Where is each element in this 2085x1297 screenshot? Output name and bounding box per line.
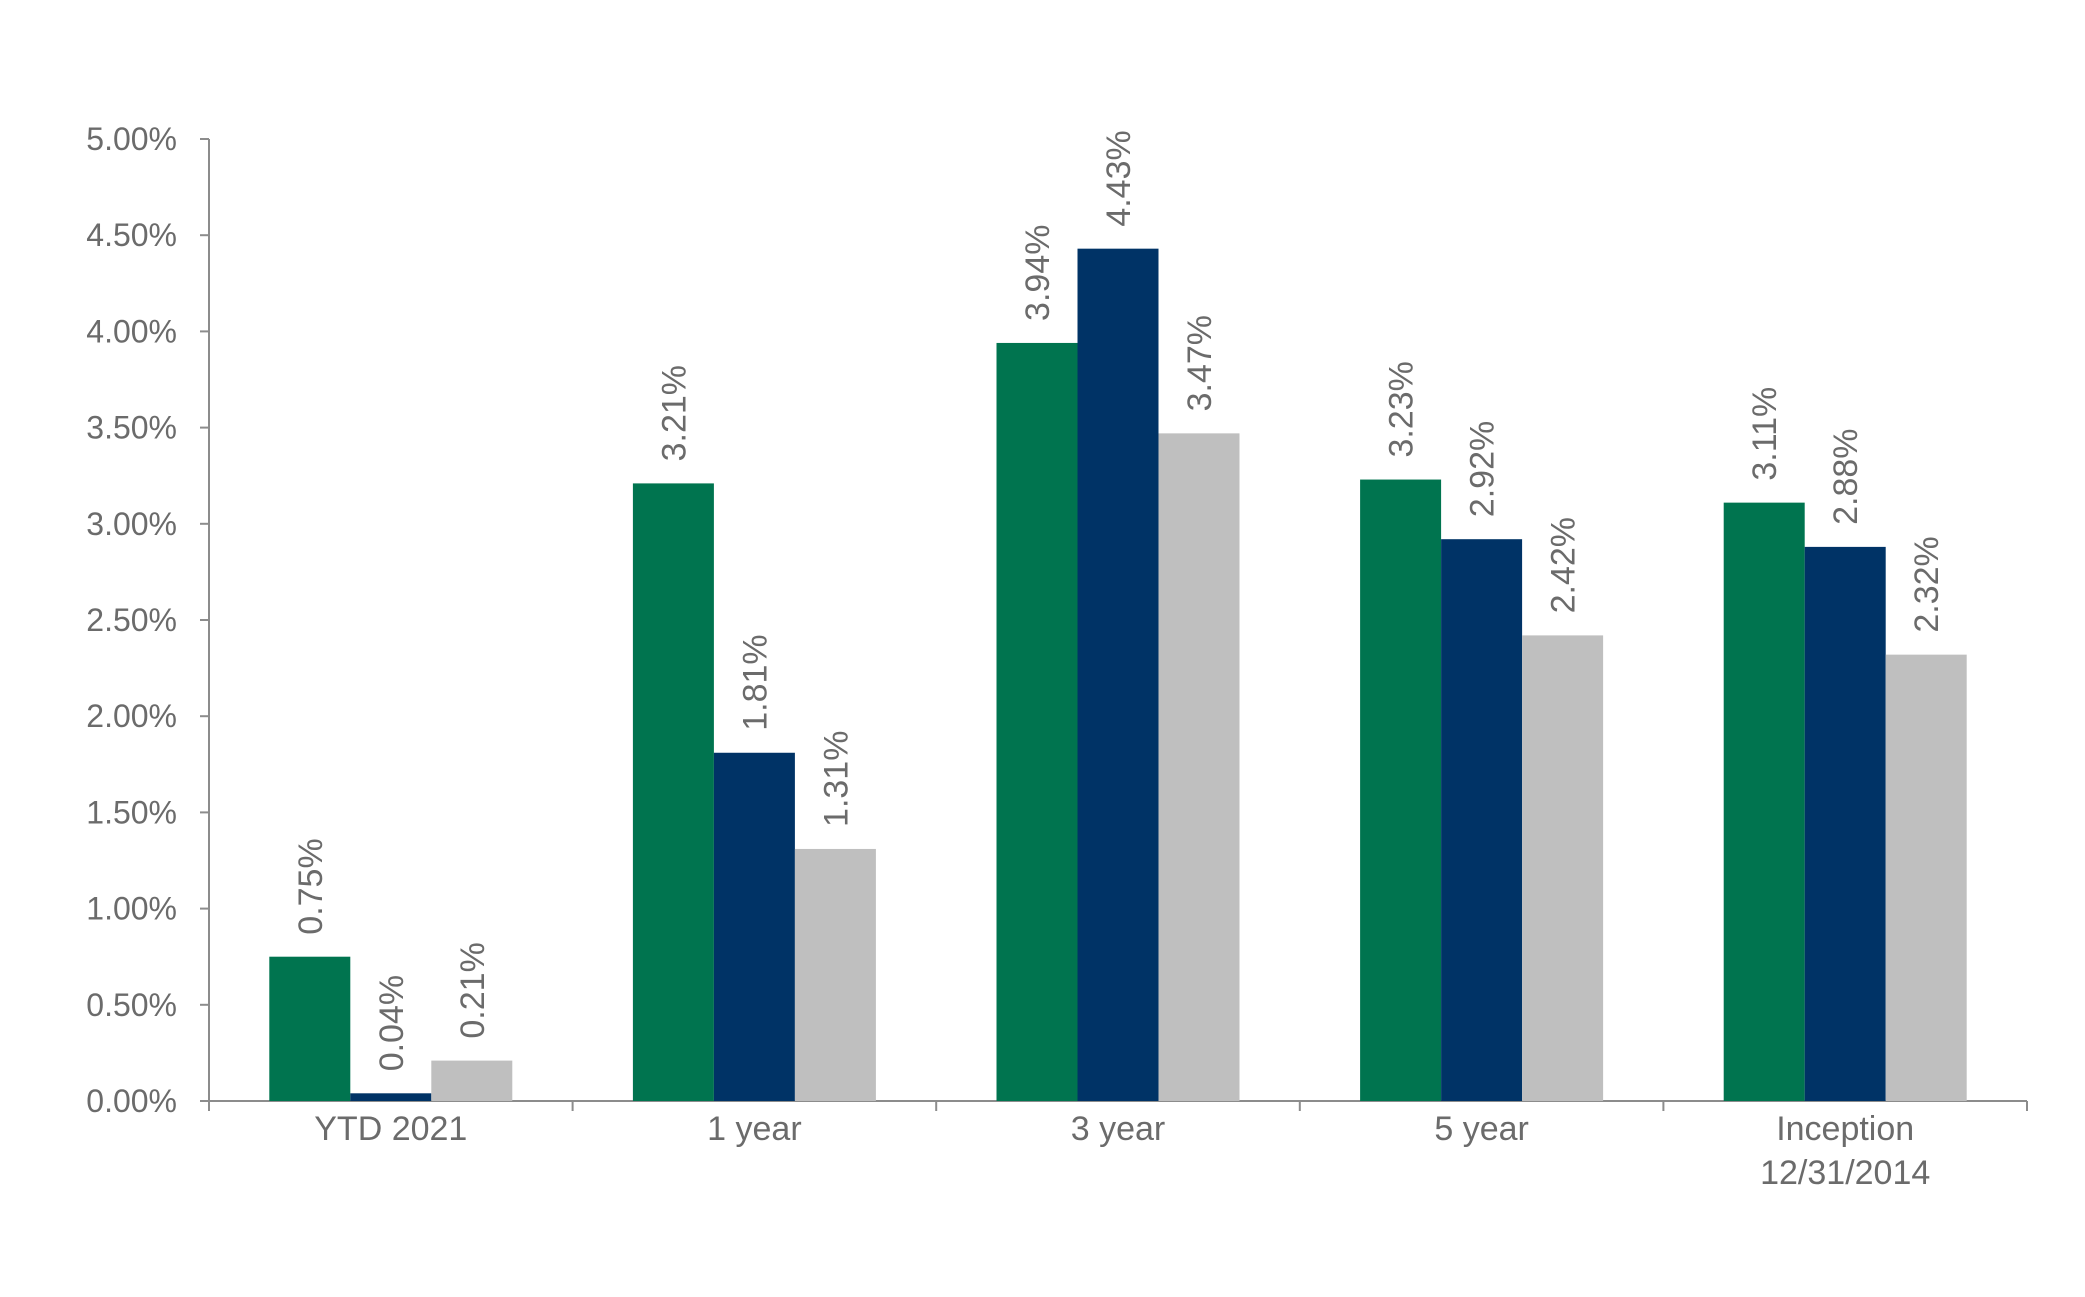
x-category-label: 12/31/2014	[1760, 1154, 1930, 1192]
y-tick-label: 4.00%	[86, 313, 177, 349]
bar-series-2	[350, 1093, 432, 1101]
bar-series-1	[1723, 502, 1805, 1101]
y-tick-label: 5.00%	[86, 121, 177, 157]
data-labels: 0.75% 3.21% 3.94% 3.23% 3.11% 0.04% 1.81% 4.43%…	[292, 130, 1946, 1071]
bar-series-1	[996, 342, 1078, 1102]
x-category-label: Inception	[1776, 1110, 1914, 1148]
x-category-label: 1 year	[707, 1110, 802, 1148]
y-tick-label: 3.50%	[86, 410, 177, 446]
y-tick-label: 1.50%	[86, 794, 177, 830]
bars	[269, 248, 1967, 1102]
y-tick-label: 2.00%	[86, 698, 177, 734]
bar-value-label: 3.21%	[655, 365, 693, 461]
bar-series-3	[794, 848, 876, 1101]
bar-series-3	[1158, 433, 1240, 1101]
y-tick-label: 4.50%	[86, 217, 177, 253]
bar-value-label: 0.75%	[292, 838, 330, 934]
x-category-label: YTD 2021	[314, 1110, 467, 1148]
bar-series-1	[269, 956, 351, 1101]
x-axis: YTD 2021 1 year 3 year 5 year Inception 12/31…	[208, 1100, 2028, 1192]
y-axis: 0.00% 0.50% 1.00% 1.50% 2.00% 2.50% 3.00% 3.50%…	[86, 121, 210, 1119]
bar-value-label: 2.88%	[1827, 428, 1865, 524]
bar-value-label: 0.21%	[454, 942, 492, 1038]
bar-series-3	[1885, 654, 1967, 1101]
bar-value-label: 3.94%	[1019, 225, 1057, 321]
y-tick-label: 3.00%	[86, 506, 177, 542]
bar-value-label: 1.31%	[817, 731, 855, 827]
bar-series-1	[632, 483, 714, 1101]
bar-series-2	[1077, 248, 1159, 1102]
x-category-label: 3 year	[1071, 1110, 1166, 1148]
bar-value-label: 1.81%	[736, 634, 774, 730]
bar-value-label: 2.42%	[1545, 517, 1583, 613]
y-tick-label: 0.00%	[86, 1083, 177, 1119]
bar-value-label: 2.32%	[1908, 536, 1946, 632]
bar-value-label: 4.43%	[1100, 130, 1138, 226]
bar-series-2	[1441, 539, 1523, 1101]
bar-series-1	[1360, 479, 1442, 1102]
bar-series-3	[1522, 635, 1604, 1101]
bar-series-2	[1804, 546, 1886, 1101]
bar-value-label: 3.11%	[1746, 387, 1784, 481]
y-tick-label: 1.00%	[86, 891, 177, 927]
y-tick-label: 2.50%	[86, 602, 177, 638]
bar-series-2	[713, 752, 795, 1101]
x-category-label: 5 year	[1434, 1110, 1529, 1148]
bar-value-label: 2.92%	[1464, 421, 1502, 517]
bar-value-label: 3.23%	[1383, 361, 1421, 457]
bar-series-3	[431, 1060, 513, 1101]
bar-value-label: 0.04%	[373, 975, 411, 1071]
bar-value-label: 3.47%	[1181, 315, 1219, 411]
y-tick-label: 0.50%	[86, 987, 177, 1023]
